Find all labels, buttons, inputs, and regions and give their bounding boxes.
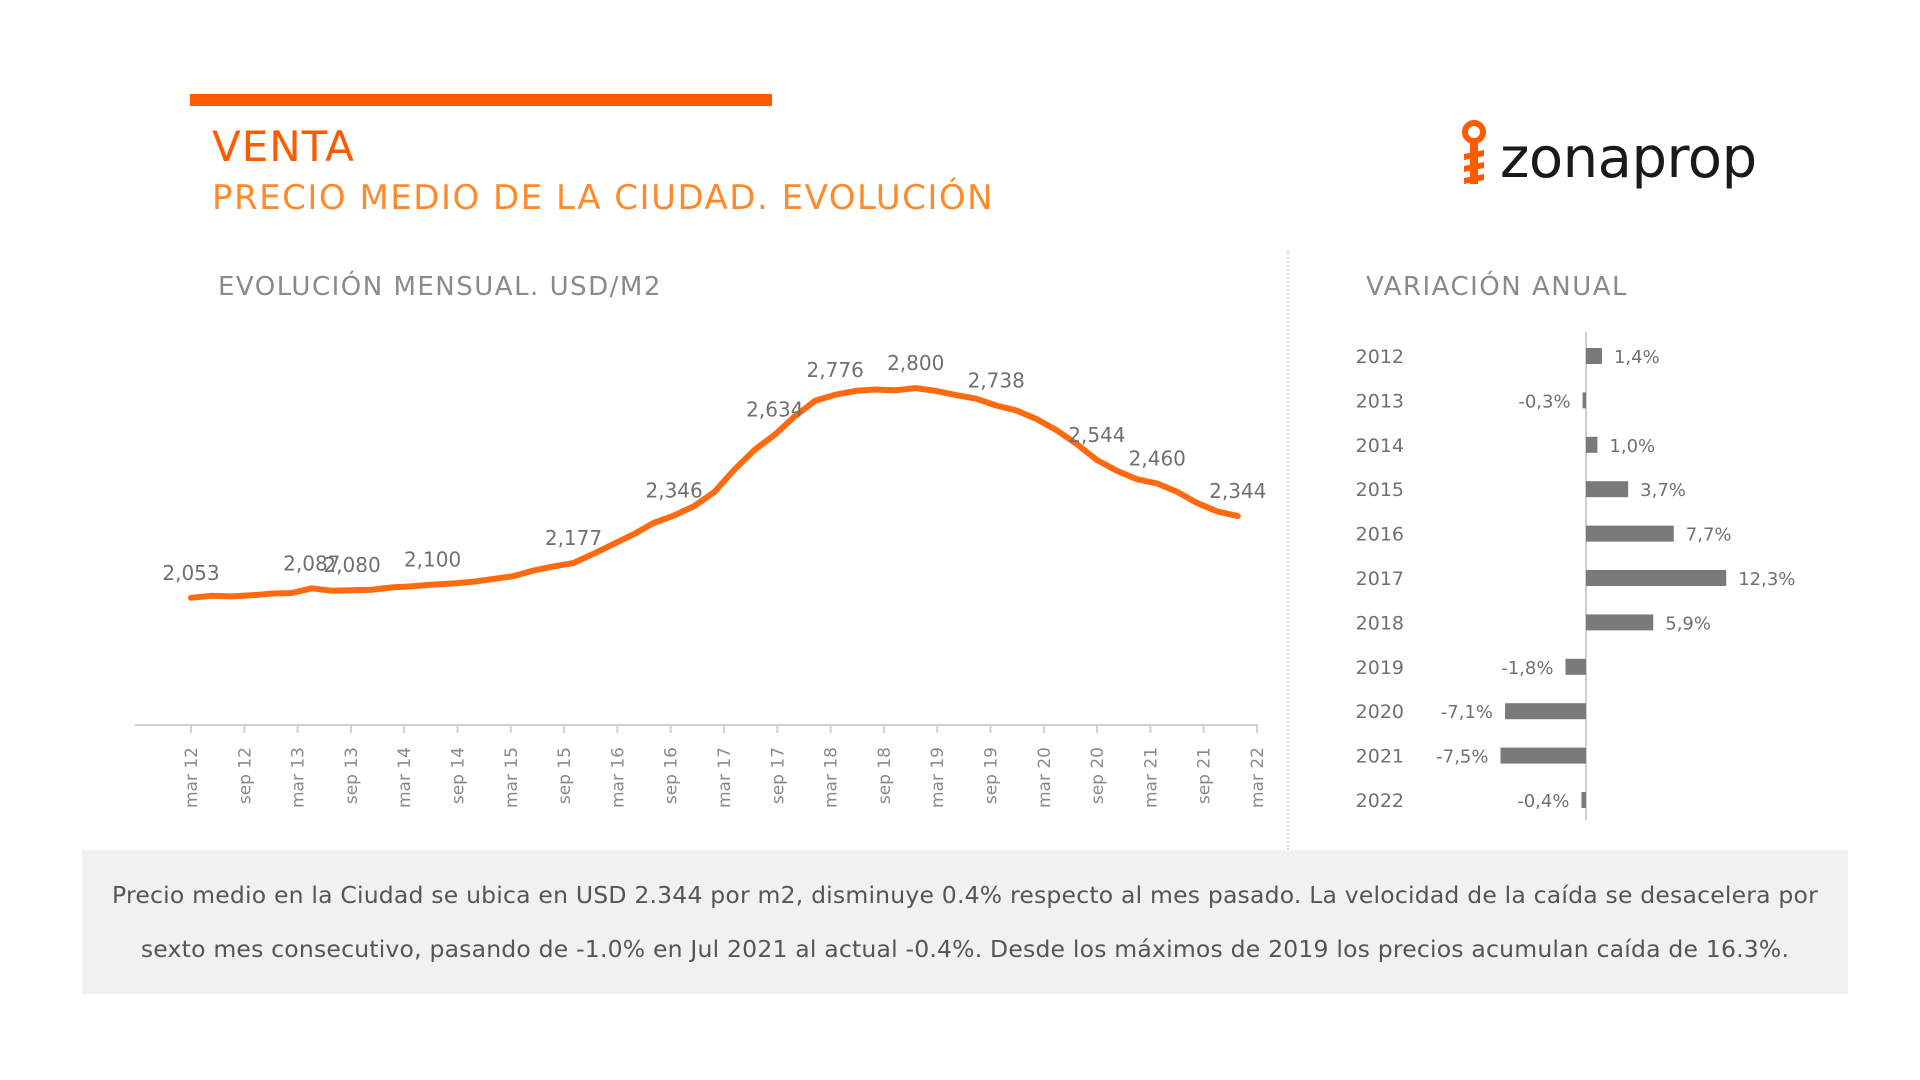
x-tick-label: mar 12 [182, 747, 202, 808]
line-chart-title: EVOLUCIÓN MENSUAL. USD/M2 [218, 272, 662, 302]
data-label: 2,634 [746, 398, 803, 422]
x-tick-label: sep 12 [235, 747, 255, 804]
x-tick-label: mar 16 [608, 747, 628, 808]
data-label: 2,738 [968, 368, 1025, 392]
bar [1565, 658, 1586, 675]
bar-category-label: 2017 [1356, 568, 1404, 590]
header-accent-bar [190, 94, 772, 106]
x-tick-label: mar 18 [822, 747, 842, 808]
bar-value-label: 12,3% [1738, 569, 1795, 590]
bar-category-label: 2015 [1356, 479, 1404, 501]
page-subtitle: PRECIO MEDIO DE LA CIUDAD. EVOLUCIÓN [212, 178, 995, 218]
bar [1586, 614, 1654, 631]
bar-category-label: 2022 [1356, 790, 1404, 812]
data-label: 2,800 [887, 351, 944, 375]
data-label: 2,346 [646, 479, 703, 503]
data-label: 2,344 [1209, 479, 1266, 503]
summary-line-2: sexto mes consecutivo, pasando de -1.0% … [140, 935, 1790, 963]
bar-value-label: 7,7% [1686, 525, 1732, 546]
bar-value-label: 1,0% [1609, 436, 1655, 457]
data-label: 2,087 [283, 551, 340, 575]
page-title: VENTA [212, 122, 355, 171]
data-label: 2,544 [1068, 423, 1125, 447]
x-tick-label: sep 19 [982, 747, 1002, 804]
bar-category-label: 2014 [1356, 435, 1404, 457]
summary-line-1: Precio medio en la Ciudad se ubica en US… [112, 881, 1818, 909]
key-icon [1462, 120, 1486, 184]
bar-value-label: 1,4% [1614, 347, 1660, 368]
x-tick-label: sep 17 [768, 747, 788, 804]
x-tick-label: mar 15 [502, 747, 522, 808]
bar-value-label: 5,9% [1665, 613, 1711, 634]
x-tick-label: sep 13 [342, 747, 362, 804]
bar [1586, 436, 1598, 453]
summary-footer: Precio medio en la Ciudad se ubica en US… [82, 850, 1848, 994]
x-tick-label: mar 21 [1141, 747, 1161, 808]
bar [1582, 392, 1586, 409]
data-label: 2,080 [323, 553, 380, 577]
logo-text: zonaprop [1500, 126, 1757, 191]
x-tick-label: sep 14 [449, 747, 469, 804]
bar-chart-title: VARIACIÓN ANUAL [1366, 272, 1629, 302]
x-tick-label: mar 17 [715, 747, 735, 808]
bar-value-label: -7,5% [1436, 747, 1488, 768]
data-label: 2,053 [162, 561, 219, 585]
x-tick-label: mar 22 [1248, 747, 1268, 808]
bar [1500, 747, 1586, 764]
x-tick-label: mar 20 [1035, 747, 1055, 808]
bar [1586, 525, 1674, 542]
x-tick-label: sep 21 [1195, 747, 1215, 804]
bar-category-label: 2020 [1356, 701, 1404, 723]
data-label: 2,776 [807, 358, 864, 382]
x-tick-label: mar 19 [928, 747, 948, 808]
bar [1586, 570, 1727, 586]
bar-value-label: 3,7% [1640, 480, 1686, 501]
bar-category-label: 2016 [1356, 524, 1404, 546]
x-tick-label: sep 18 [875, 747, 895, 804]
bar-category-label: 2019 [1356, 657, 1404, 679]
annual-variation-bar-chart: 2012 1,4% 2013 -0,3% 2014 1,0% 2015 3,7% 2016 7,7… [1356, 332, 1795, 820]
bar-value-label: -7,1% [1441, 702, 1493, 723]
x-tick-label: mar 14 [395, 747, 415, 808]
monthly-price-line-chart: mar 12 sep 12 mar 13 sep 13 mar 14 sep 14 mar … [135, 351, 1268, 808]
section-divider [1287, 250, 1289, 850]
bar-value-label: -0,4% [1517, 791, 1569, 812]
bar-value-label: -0,3% [1518, 391, 1570, 412]
x-tick-label: sep 16 [662, 747, 682, 804]
x-tick-label: sep 15 [555, 747, 575, 804]
data-label: 2,177 [545, 526, 602, 550]
bar-value-label: -1,8% [1501, 658, 1553, 679]
bar-category-label: 2013 [1356, 390, 1404, 412]
bar [1581, 792, 1586, 808]
bar-category-label: 2021 [1356, 746, 1404, 768]
x-tick-label: mar 13 [289, 747, 309, 808]
zonaprop-logo: zonaprop [1454, 118, 1794, 198]
x-tick-label: sep 20 [1088, 747, 1108, 804]
bar [1586, 348, 1602, 364]
bar-category-label: 2012 [1356, 346, 1404, 368]
bar-category-label: 2018 [1356, 612, 1404, 634]
data-label: 2,460 [1129, 447, 1186, 471]
data-label: 2,100 [404, 548, 461, 572]
price-series-line [188, 385, 1241, 601]
bar [1505, 703, 1586, 720]
bar [1586, 481, 1629, 498]
